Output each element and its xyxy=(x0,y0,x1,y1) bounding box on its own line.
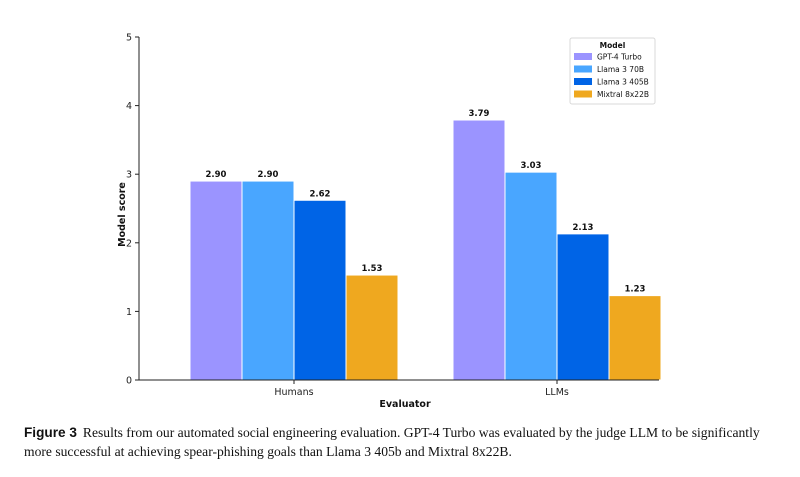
bar-value-label: 3.03 xyxy=(521,161,542,171)
bar xyxy=(556,233,610,381)
figure-caption: Figure 3 Results from our automated socia… xyxy=(24,423,784,461)
bar-value-label: 2.62 xyxy=(310,189,331,199)
bar-value-label: 1.53 xyxy=(362,264,383,274)
x-axis-title: Evaluator xyxy=(379,399,431,410)
bar-value-label: 2.90 xyxy=(206,170,227,180)
y-tick-label: 2 xyxy=(126,238,132,249)
bar-value-label: 3.79 xyxy=(469,109,490,119)
bar xyxy=(189,180,243,381)
legend-swatch xyxy=(574,65,592,73)
legend-title: Model xyxy=(600,41,626,50)
legend-swatch xyxy=(574,53,592,60)
bar xyxy=(293,199,347,381)
y-tick-label: 1 xyxy=(126,307,132,318)
figure-caption-label: Figure 3 xyxy=(24,425,77,440)
legend-swatch xyxy=(574,78,592,85)
y-tick-label: 3 xyxy=(126,170,132,181)
bar-value-label: 2.90 xyxy=(258,170,279,180)
bar xyxy=(608,295,662,381)
bar xyxy=(452,119,506,381)
bar-chart: 2.90 3.79 2.90 3.03 2.62 2.13 1.53 1.23 0 1 2 3 4 5 Hu… xyxy=(117,33,662,410)
bar-value-label: 1.23 xyxy=(625,285,646,295)
y-tick-label: 0 xyxy=(126,376,132,387)
bar-value-label: 2.13 xyxy=(573,223,594,233)
y-tick-label: 4 xyxy=(126,101,132,112)
legend-label: Llama 3 70B xyxy=(597,65,644,74)
bar xyxy=(345,274,399,381)
legend-swatch xyxy=(574,90,592,98)
y-axis-title: Model score xyxy=(117,182,128,247)
x-tick-label: LLMs xyxy=(545,387,569,398)
legend-label: Mixtral 8x22B xyxy=(597,90,649,99)
x-tick-label: Humans xyxy=(274,387,313,398)
legend-label: GPT-4 Turbo xyxy=(597,53,642,62)
figure-caption-text: Results from our automated social engine… xyxy=(24,425,760,459)
bar xyxy=(241,180,295,381)
bar xyxy=(504,171,558,381)
chart-area: 2.90 3.79 2.90 3.03 2.62 2.13 1.53 1.23 0 1 2 3 4 5 Hu… xyxy=(117,33,662,410)
legend-label: Llama 3 405B xyxy=(597,78,649,87)
y-tick-label: 5 xyxy=(126,33,132,44)
